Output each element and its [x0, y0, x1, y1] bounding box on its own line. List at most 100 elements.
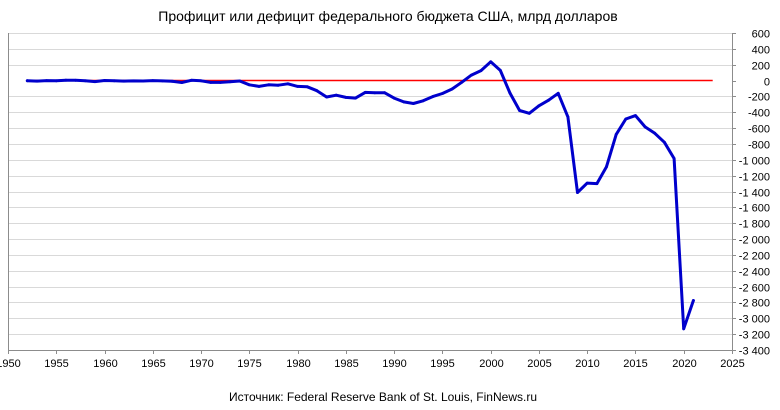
data-point: [354, 96, 357, 100]
data-point: [498, 69, 502, 72]
data-point: [83, 79, 87, 83]
data-point: [595, 182, 599, 186]
x-tick-label: 1985: [334, 358, 358, 370]
y-tick-label: -2 400: [739, 267, 770, 279]
data-point: [315, 89, 319, 93]
data-point: [508, 91, 512, 95]
data-point: [286, 82, 290, 86]
data-point: [412, 102, 415, 105]
y-tick-label: -400: [748, 108, 770, 120]
x-tick-label: 1975: [237, 358, 261, 370]
data-point: [692, 299, 695, 302]
data-point: [228, 80, 232, 84]
y-tick-label: -2 600: [739, 283, 770, 295]
x-tick-label: 1995: [430, 358, 454, 370]
data-point: [151, 79, 155, 82]
data-point: [363, 91, 367, 94]
data-point: [402, 100, 406, 104]
data-point: [103, 79, 106, 82]
x-tick-label: 1965: [141, 358, 165, 370]
data-point: [441, 92, 444, 95]
data-point: [276, 83, 280, 87]
data-point: [460, 80, 464, 84]
data-point: [373, 91, 377, 95]
x-tick-label: 1955: [44, 358, 68, 370]
data-point: [682, 327, 686, 331]
y-tick-label: -200: [748, 92, 770, 104]
data-point: [170, 79, 174, 83]
data-point: [556, 91, 560, 95]
data-point: [634, 114, 637, 117]
y-tick-label: 400: [752, 45, 770, 57]
data-point: [209, 81, 213, 84]
y-tick-label: 0: [764, 77, 770, 89]
data-point: [643, 125, 647, 129]
y-tick-label: -3 400: [739, 346, 770, 358]
data-point: [566, 115, 570, 119]
data-point: [614, 133, 618, 136]
data-point: [112, 79, 116, 83]
data-point: [624, 117, 628, 121]
data-point: [585, 181, 589, 185]
y-tick-labels: 600 400 200 0 -200 -400 -600 -800 -1 000 -1 200 -1…: [739, 29, 770, 358]
data-point: [305, 85, 309, 89]
chart-source: Источник: Federal Reserve Bank of St. Lo…: [229, 390, 537, 404]
data-point: [392, 96, 396, 100]
data-point: [93, 80, 97, 83]
y-tick-label: -800: [748, 140, 770, 152]
x-tick-label: 2020: [672, 358, 696, 370]
x-tick-label: 1960: [93, 358, 117, 370]
y-tick-label: -1 600: [739, 203, 770, 215]
data-point: [344, 96, 348, 99]
y-tick-label: -1 200: [739, 172, 770, 184]
data-point: [325, 95, 328, 99]
x-tick-label: 2010: [575, 358, 599, 370]
y-tick-label: -1 400: [739, 188, 770, 200]
data-point: [431, 95, 435, 98]
data-point: [74, 78, 77, 82]
y-tick-label: -3 200: [739, 330, 770, 342]
x-tick-label: 2000: [479, 358, 503, 370]
data-point: [383, 91, 386, 95]
y-tick-label: 200: [752, 61, 770, 73]
data-point: [489, 60, 493, 64]
axis-layer: [8, 33, 736, 354]
data-point: [141, 79, 145, 83]
data-point: [450, 87, 454, 91]
data-point: [672, 157, 676, 160]
data-point: [527, 111, 531, 115]
data-point: [199, 79, 203, 83]
data-point: [663, 140, 666, 144]
x-tick-labels: 1950 1955 1960 1965 1970 1975 1980 1985 1990 1995…: [0, 358, 745, 370]
y-tick-label: -3 000: [739, 314, 770, 326]
data-point: [64, 78, 68, 82]
data-point: [267, 83, 270, 87]
data-point: [219, 81, 222, 84]
data-point: [180, 81, 184, 84]
x-tick-label: 2005: [527, 358, 551, 370]
data-point: [122, 79, 126, 83]
y-tick-label: -600: [748, 124, 770, 136]
data-point: [576, 191, 579, 194]
y-tick-label: -1 800: [739, 219, 770, 231]
series-line-0: [25, 60, 695, 331]
data-point: [296, 85, 299, 88]
x-tick-label: 2015: [623, 358, 647, 370]
grid-layer: [8, 33, 732, 351]
data-point: [479, 69, 483, 72]
data-point: [334, 93, 338, 97]
x-tick-label: 1990: [382, 358, 406, 370]
data-point: [537, 104, 541, 108]
data-point: [547, 98, 550, 102]
chart-title: Профицит или дефицит федерального бюджет…: [158, 8, 617, 24]
x-tick-label: 1970: [189, 358, 213, 370]
y-tick-label: -2 200: [739, 251, 770, 263]
y-tick-label: -2 000: [739, 235, 770, 247]
x-tick-label: 2025: [720, 358, 744, 370]
data-point: [247, 83, 251, 87]
data-point: [653, 131, 657, 135]
data-point: [54, 79, 58, 83]
data-point: [605, 165, 608, 169]
